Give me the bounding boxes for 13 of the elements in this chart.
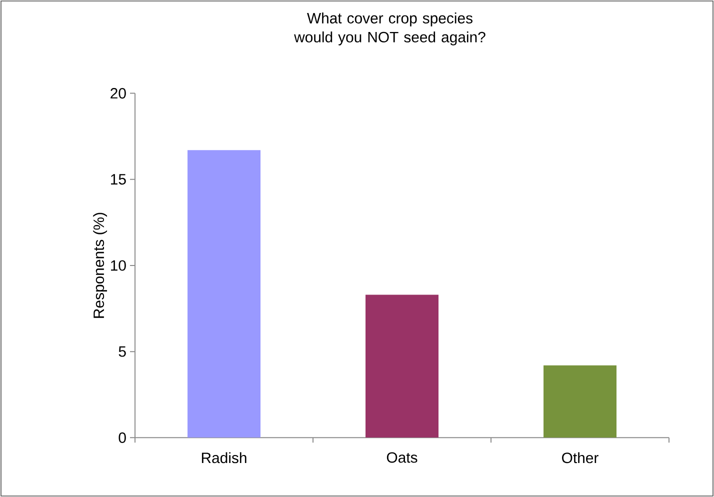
x-tick-label: Radish [202,452,246,464]
y-tick-label: 5 [118,346,126,357]
y-tick-label: 20 [110,88,126,99]
bar [188,150,260,438]
y-tick-label: 15 [111,174,126,185]
bar [544,365,616,438]
y-tick-label: 0 [118,432,126,443]
bar [366,294,438,438]
x-tick-label: Other [562,452,598,464]
chart-title: What cover crop species would you NOT seed again? [294,12,486,46]
x-tick-label: Oats [386,452,418,463]
y-tick-label: 10 [111,260,126,271]
y-axis-title: Responents (%) [93,212,108,318]
